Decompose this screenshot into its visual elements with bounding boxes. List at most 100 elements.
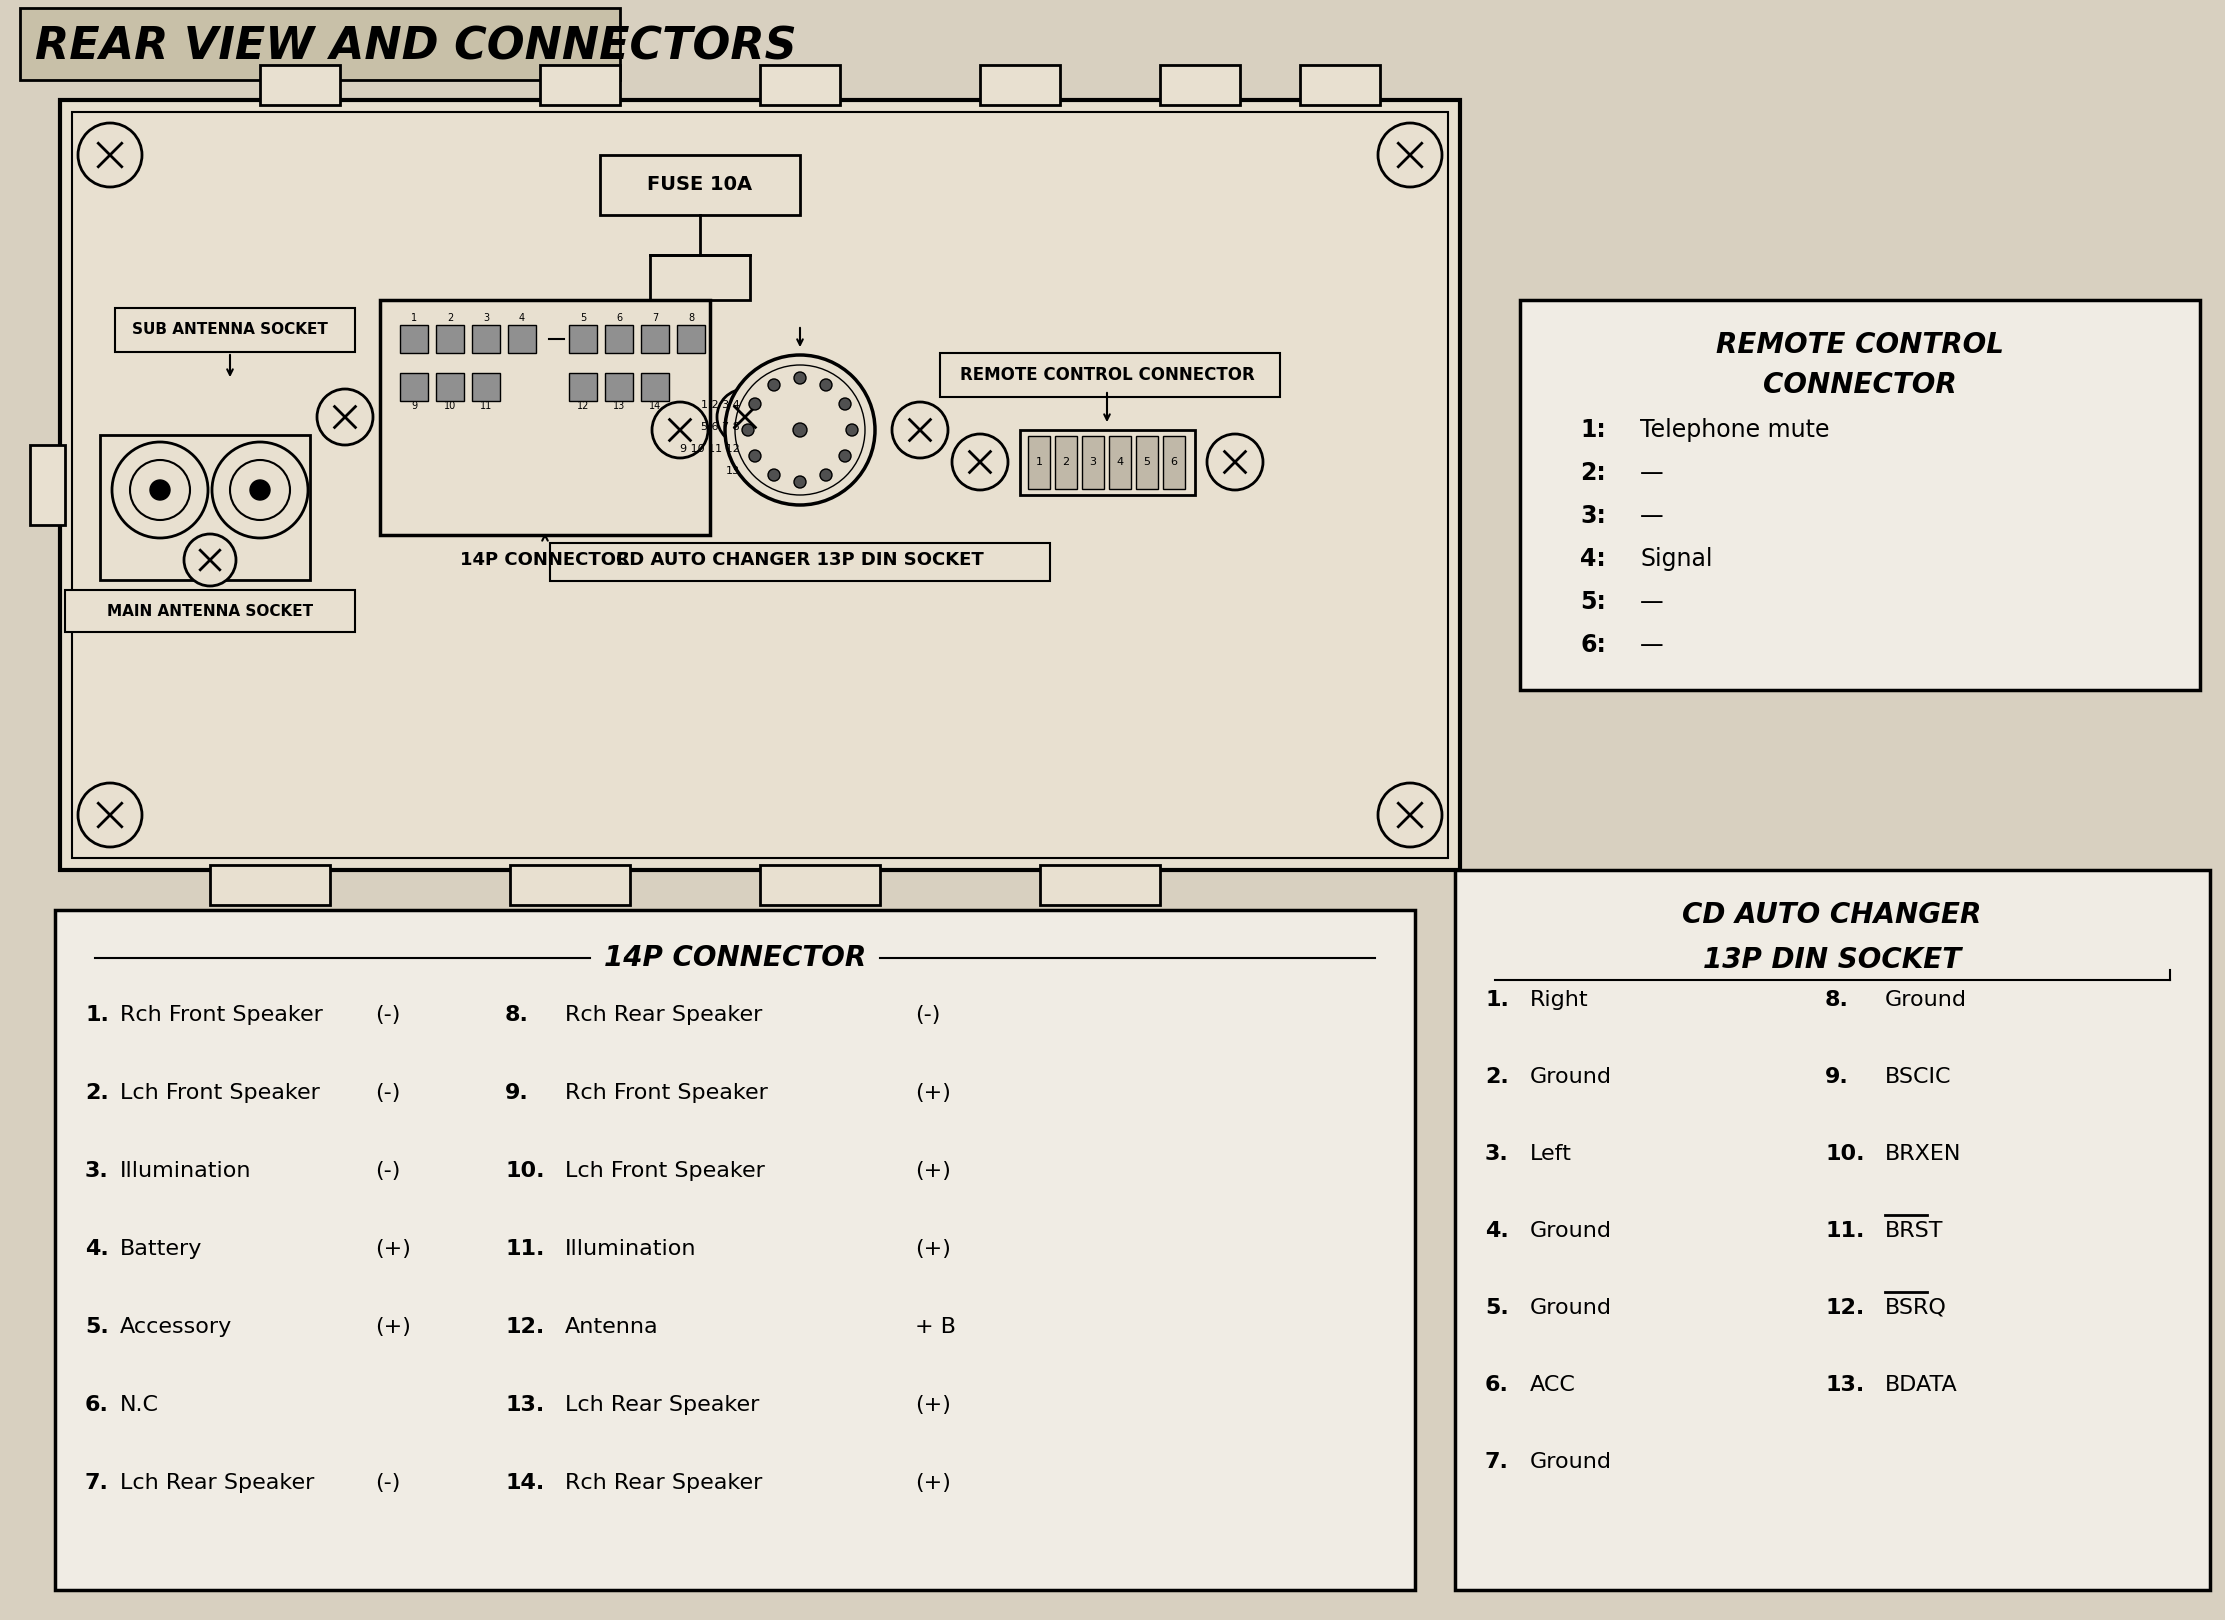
Text: 13.: 13. [505,1395,545,1414]
Circle shape [652,402,708,458]
Text: CONNECTOR: CONNECTOR [1762,371,1956,399]
Text: Rch Front Speaker: Rch Front Speaker [565,1084,768,1103]
Text: + B: + B [914,1317,957,1336]
Text: BRXEN: BRXEN [1885,1144,1962,1165]
Text: (+): (+) [914,1239,950,1259]
Text: Battery: Battery [120,1239,202,1259]
Text: REMOTE CONTROL: REMOTE CONTROL [1715,330,2005,360]
Text: (-): (-) [376,1084,400,1103]
Text: BRST: BRST [1885,1221,1942,1241]
Bar [979,65,1059,105]
Circle shape [794,476,805,488]
Circle shape [111,442,207,538]
Bar [100,436,309,580]
Text: Rch Front Speaker: Rch Front Speaker [120,1004,323,1025]
Text: 3: 3 [1090,457,1097,467]
Text: Lch Rear Speaker: Lch Rear Speaker [120,1473,314,1494]
Bar [1299,65,1380,105]
Circle shape [750,399,761,410]
Circle shape [149,480,169,501]
Text: REMOTE CONTROL CONNECTOR: REMOTE CONTROL CONNECTOR [959,366,1255,384]
Circle shape [821,470,832,481]
Bar [550,543,1050,582]
Text: 8.: 8. [505,1004,530,1025]
Text: Ground: Ground [1531,1452,1611,1473]
Text: Signal: Signal [1640,548,1713,570]
Text: 5: 5 [1144,457,1150,467]
Text: (-): (-) [376,1162,400,1181]
Text: 1 2 3 4: 1 2 3 4 [701,400,741,410]
Text: —: — [1640,633,1664,658]
Text: Accessory: Accessory [120,1317,231,1336]
Bar [1039,865,1159,906]
Bar [761,65,841,105]
Circle shape [750,450,761,462]
Text: 14.: 14. [505,1473,545,1494]
Bar [507,326,536,353]
Text: 13P DIN SOCKET: 13P DIN SOCKET [1702,946,1960,974]
Text: Rch Rear Speaker: Rch Rear Speaker [565,1473,763,1494]
Bar [1455,870,2209,1589]
Circle shape [839,399,850,410]
Circle shape [768,379,781,390]
Bar [380,300,710,535]
Circle shape [725,355,874,505]
Text: (+): (+) [914,1395,950,1414]
Bar [641,326,670,353]
Text: 10.: 10. [505,1162,545,1181]
Circle shape [78,782,142,847]
Circle shape [78,123,142,186]
Circle shape [892,402,948,458]
Text: (+): (+) [914,1473,950,1494]
Text: 9: 9 [412,402,416,411]
Bar [65,590,356,632]
Bar [1520,300,2201,690]
Text: CD AUTO CHANGER: CD AUTO CHANGER [1682,901,1982,928]
Circle shape [952,434,1008,489]
Text: Right: Right [1531,990,1589,1009]
Text: (+): (+) [914,1162,950,1181]
Text: 1:: 1: [1580,418,1606,442]
Text: 1.: 1. [85,1004,109,1025]
Text: 4.: 4. [85,1239,109,1259]
Text: 6: 6 [616,313,623,322]
Circle shape [229,460,289,520]
Bar [510,865,630,906]
Bar [570,326,596,353]
Bar [56,910,1415,1589]
Bar [472,373,501,402]
Text: ACC: ACC [1531,1375,1575,1395]
Circle shape [249,480,269,501]
Text: CD AUTO CHANGER 13P DIN SOCKET: CD AUTO CHANGER 13P DIN SOCKET [616,551,983,569]
Text: 5:: 5: [1580,590,1606,614]
Text: 2: 2 [1064,457,1070,467]
Circle shape [794,373,805,384]
Bar [209,865,329,906]
Circle shape [185,535,236,586]
Text: 13: 13 [612,402,625,411]
Bar [60,100,1460,870]
Text: 7.: 7. [1484,1452,1509,1473]
Text: 3: 3 [483,313,490,322]
Bar [761,865,881,906]
Bar [29,446,65,525]
Text: (+): (+) [914,1084,950,1103]
Bar [20,8,621,79]
Text: 2.: 2. [85,1084,109,1103]
Text: 6.: 6. [1484,1375,1509,1395]
Text: 14P CONNECTOR: 14P CONNECTOR [603,944,866,972]
Bar [570,373,596,402]
Text: Antenna: Antenna [565,1317,659,1336]
Text: (+): (+) [376,1317,412,1336]
Text: Ground: Ground [1531,1221,1611,1241]
Text: Ground: Ground [1531,1298,1611,1319]
Text: 13.: 13. [1824,1375,1865,1395]
Text: 12: 12 [576,402,590,411]
Text: Telephone mute: Telephone mute [1640,418,1829,442]
Text: 4: 4 [518,313,525,322]
Text: 14: 14 [650,402,661,411]
Bar [601,156,801,215]
Text: 5.: 5. [1484,1298,1509,1319]
Bar [116,308,356,352]
Text: 6: 6 [1170,457,1177,467]
